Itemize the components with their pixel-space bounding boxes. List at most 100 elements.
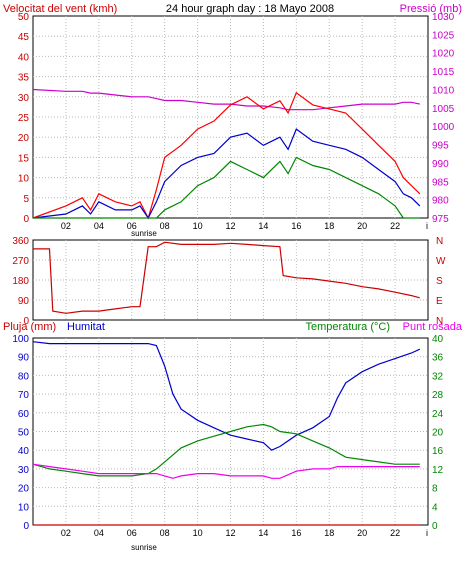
compass-label: N [436,316,443,327]
x-tick-label: 10 [193,221,203,231]
x-tick-label: 18 [324,528,334,538]
y2-tick-label: 1020 [432,49,455,60]
y2-tick-label: 24 [432,409,444,420]
y-tick-label: 5 [23,194,29,205]
wind-pressure-grid [33,16,428,218]
x-tick-label: 14 [258,528,268,538]
y2-tick-label: 28 [432,390,444,401]
sunrise-annotation-bottom: sunrise [131,543,157,552]
y2-tick-label: 20 [432,428,444,439]
y-tick-label: 20 [18,484,30,495]
y2-tick-label: 985 [432,177,449,188]
x-tick-label: 22 [390,528,400,538]
y2-tick-label: 36 [432,353,444,364]
y-tick-label: 15 [18,153,30,164]
temperature-y-axis: 0 4 8 12 16 20 24 28 32 36 40 [432,334,444,532]
y-tick-label: 35 [18,73,30,84]
y-tick-label: 40 [18,446,30,457]
y2-tick-label: 1025 [432,30,455,41]
y-tick-label: 50 [18,428,30,439]
y2-tick-label: 1010 [432,85,455,96]
x-tick-label: 18 [324,221,334,231]
wind-speed-axis-title: Velocitat del vent (kmh) [3,3,117,15]
x-tick-label: 04 [94,528,104,538]
x-end-marker: i [426,528,428,538]
y-tick-label: 50 [18,12,30,23]
y-tick-label: 90 [18,353,30,364]
y-tick-label: 0 [23,214,29,225]
series-line [32,463,420,479]
y2-tick-label: 40 [432,334,444,345]
y2-tick-label: 975 [432,214,449,225]
series-line [32,88,420,111]
y-tick-label: 20 [18,133,30,144]
x-tick-label: 08 [160,221,170,231]
y2-tick-label: 1005 [432,104,455,115]
wind-direction-y-axis: 0 90 180 270 360 [12,236,29,327]
y-tick-label: 30 [18,93,30,104]
x-tick-label: 06 [127,528,137,538]
x-tick-label: 12 [225,528,235,538]
y-tick-label: 270 [12,256,29,267]
y-tick-label: 0 [23,521,29,532]
y2-tick-label: 32 [432,371,444,382]
humidity-axis-title: Humitat [67,321,105,333]
x-tick-label: 16 [291,221,301,231]
humidity-y-axis: 0 10 20 30 40 50 60 70 80 90 100 [12,334,29,532]
x-tick-label: 20 [357,221,367,231]
x-tick-label: 06 [127,221,137,231]
y-tick-label: 70 [18,390,30,401]
temp-humidity-x-axis: 02 04 06 08 10 12 14 16 18 20 22 i [61,528,428,538]
wind-speed-y-axis: 0 5 10 15 20 25 30 35 40 45 50 [18,12,30,225]
y2-tick-label: 4 [432,502,438,513]
wind-pressure-series [32,88,421,220]
compass-label: S [436,276,443,287]
y2-tick-label: 0 [432,521,438,532]
rain-axis-title: Pluja (mm) [3,321,56,333]
y-tick-label: 0 [23,316,29,327]
y2-tick-label: 980 [432,196,449,207]
temp-humidity-series [32,341,421,526]
series-line [33,156,420,219]
y-tick-label: 90 [18,296,30,307]
y2-tick-label: 990 [432,159,449,170]
compass-label: W [436,256,446,267]
chart-title: 24 hour graph day : 18 Mayo 2008 [166,3,334,15]
series-line [32,91,421,220]
series-line [33,241,420,314]
y-tick-label: 10 [18,174,30,185]
dew-point-axis-title: Punt rosada [403,321,463,333]
y-tick-label: 60 [18,409,30,420]
wind-direction-series [33,241,420,314]
y-tick-label: 40 [18,52,30,63]
compass-label: E [436,296,443,307]
x-tick-label: 20 [357,528,367,538]
y-tick-label: 180 [12,276,29,287]
x-tick-label: 08 [160,528,170,538]
y2-tick-label: 8 [432,484,438,495]
series-line [32,341,421,451]
y-tick-label: 30 [18,465,30,476]
wind-pressure-x-axis: 02 04 06 08 10 12 14 16 18 20 22 i [61,221,428,231]
temperature-axis-title: Temperatura (°C) [306,321,390,333]
y-tick-label: 80 [18,371,30,382]
y-tick-label: 100 [12,334,29,345]
x-tick-label: 22 [390,221,400,231]
y2-tick-label: 1030 [432,12,455,23]
y-tick-label: 360 [12,236,29,247]
x-tick-label: 10 [193,528,203,538]
y2-tick-label: 12 [432,465,444,476]
series-line [32,423,420,477]
pressure-y-axis: 975 980 985 990 995 1000 1005 1010 1015 1020 1025 1… [432,12,455,225]
y-tick-label: 10 [18,502,30,513]
x-end-marker: i [426,221,428,231]
sunrise-annotation: sunrise [131,229,157,238]
x-tick-label: 02 [61,221,71,231]
x-tick-label: 12 [225,221,235,231]
x-tick-label: 16 [291,528,301,538]
